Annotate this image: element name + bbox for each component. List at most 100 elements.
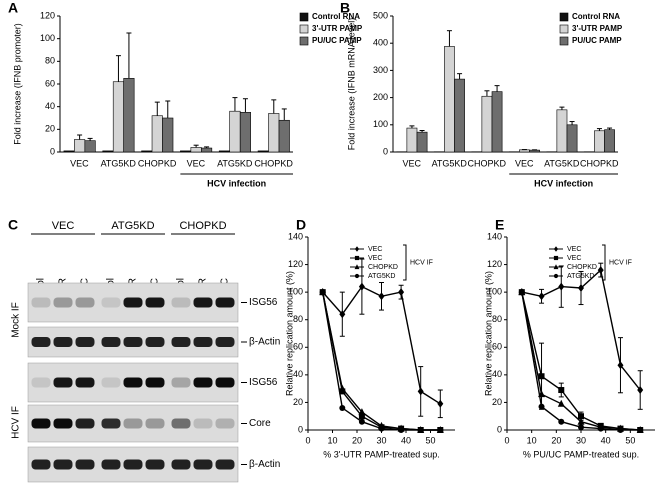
marker [417,427,424,433]
row-label: ISG56 [249,297,278,308]
band [101,297,121,308]
legend-label: PU/UC PAMP [312,36,362,45]
error-bar [607,127,613,130]
group-label: ATG5KD [111,220,154,232]
bar [257,150,269,153]
marker [558,418,565,425]
x-tick-label: 10 [327,435,337,445]
band [53,337,73,347]
band [145,459,165,470]
error-bar [281,108,287,121]
legend-swatch [299,12,309,22]
bar [519,149,530,153]
marker [538,373,545,380]
bar [556,109,568,153]
band [193,418,213,429]
legend-label: 3'-UTR PAMP [312,24,363,33]
group-label: HCV infection [534,178,593,188]
marker [617,427,624,433]
x-tick-label: VEC [70,158,89,168]
legend-label: CHOPKD [567,264,597,271]
band [31,297,51,308]
panel-label: C [8,217,18,233]
y-tick-label: 40 [492,369,502,379]
marker [597,425,604,432]
band [75,377,95,388]
error-bar [271,99,277,114]
marker [518,289,525,296]
x-tick-label: VEC [515,158,534,168]
bar [566,124,578,153]
y-tick-label: 200 [373,92,388,102]
panel-label: E [495,217,504,233]
y-axis-title: Fold increase (IFNB promoter) [12,23,22,145]
legend-marker [354,273,360,279]
band [75,337,95,347]
y-tick-label: 40 [293,369,303,379]
error-bar [409,125,415,129]
error-bar [242,98,248,113]
y-tick-label: 120 [487,259,502,269]
band [53,377,73,388]
legend-marker [553,246,559,252]
y-tick-label: 0 [298,424,303,434]
bar [406,127,418,153]
y-tick-label: 60 [492,342,502,352]
group-label: VEC [52,220,75,232]
band [123,418,143,429]
bar [481,95,493,153]
band [215,418,235,429]
x-tick-label: 30 [576,435,586,445]
bar [268,113,280,153]
band [31,459,51,470]
band [145,297,165,308]
band [123,459,143,470]
band [53,459,73,470]
y-tick-label: 20 [293,397,303,407]
error-bar [232,97,238,112]
row-label: ISG56 [249,377,278,388]
band [215,337,235,347]
x-tick-label: VEC [187,158,206,168]
error-bar [154,101,160,116]
legend-marker [553,255,559,261]
x-tick-label: 0 [305,435,310,445]
band [171,459,191,470]
band [171,337,191,347]
y-tick-label: 0 [50,146,55,156]
group-label: HCV infection [207,178,266,188]
y-tick-label: 500 [373,10,388,20]
error-bar [457,73,463,80]
band [31,377,51,388]
bar [102,150,114,153]
band [171,377,191,388]
error-bar [87,137,93,141]
x-tick-label: 10 [527,435,537,445]
x-tick-label: ATG5KD [544,158,580,168]
bar [201,147,213,153]
marker [637,427,644,433]
legend-label: Control RNA [572,12,620,21]
marker [398,288,405,297]
row-label: Core [249,418,271,429]
bar [112,81,124,153]
band [75,418,95,429]
marker [358,413,365,420]
legend-label: VEC [567,255,581,262]
legend-label: PU/UC PAMP [572,36,622,45]
legend-label: VEC [567,246,581,253]
legend-label: VEC [368,255,382,262]
legend-swatch [559,12,569,22]
marker [358,282,365,291]
marker [378,425,385,432]
band [123,337,143,347]
x-tick-label: 50 [425,435,435,445]
y-axis-title: Relative replication amount (%) [483,271,493,396]
y-tick-label: 80 [45,56,55,66]
error-bar [446,30,452,47]
error-bar [165,100,171,118]
panel-label: B [340,0,350,16]
band [171,297,191,308]
bar [84,140,96,153]
